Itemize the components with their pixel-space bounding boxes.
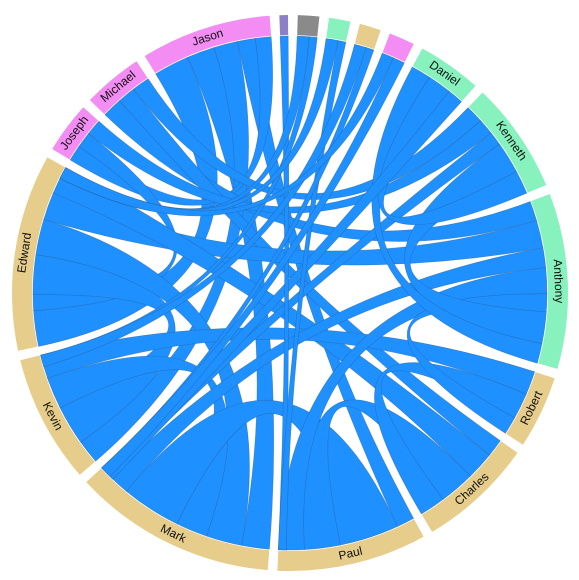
- group-arc-paul: [277, 519, 424, 571]
- node-label-paul: Paul: [337, 544, 364, 563]
- group-arc-pink-small-wedge: [382, 33, 414, 62]
- chord-link-robert-anthony: [406, 293, 548, 434]
- chord-link-mark-paul: [126, 400, 398, 546]
- group-arc-daniel: [412, 48, 476, 101]
- chord-link-pink-small-wedge-mark: [101, 57, 405, 477]
- group-arc-charles: [421, 441, 518, 532]
- group-arc-kevin: [20, 355, 95, 475]
- group-arc-robert: [506, 372, 555, 445]
- group-arc-jason: [144, 15, 272, 74]
- chord-link-jason-edward: [33, 56, 218, 347]
- chord-links: [32, 35, 548, 551]
- group-arc-mint-small-wedge: [326, 17, 351, 42]
- chord-link-jason-kevin: [80, 41, 249, 462]
- group-arc-anthony: [531, 194, 568, 369]
- node-label-edward: Edward: [14, 232, 34, 274]
- group-arc-mark: [86, 468, 270, 571]
- group-arc-edward: [11, 157, 65, 351]
- chord-link-edward-mark: [35, 218, 250, 546]
- chord-link-kenneth-daniel: [377, 76, 528, 225]
- group-arc-tan-small-wedge: [354, 23, 381, 50]
- group-arc-purple-wedge: [279, 15, 289, 36]
- chord-link-anthony-daniel: [371, 66, 543, 364]
- chord-link-joseph-kenneth: [88, 120, 492, 214]
- group-arcs: [11, 15, 568, 571]
- chord-link-charles-robert: [374, 362, 527, 515]
- group-arc-gray-wedge: [297, 15, 320, 37]
- chord-link-pink-small-wedge-edward: [59, 52, 394, 217]
- group-arc-joseph: [52, 107, 99, 160]
- group-arc-kenneth: [468, 92, 547, 193]
- chord-link-mark-anthony: [111, 247, 547, 492]
- node-label-anthony: Anthony: [551, 259, 567, 304]
- group-arc-michael: [89, 61, 148, 114]
- chord-link-tan-small-wedge-kevin: [40, 43, 367, 368]
